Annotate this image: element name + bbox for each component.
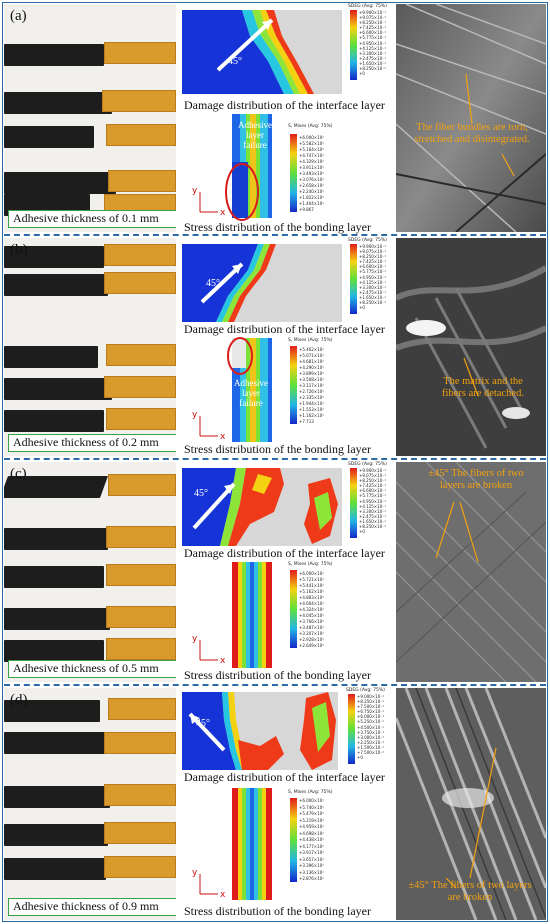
stress-caption: Stress distribution of the bonding layer (184, 904, 371, 918)
damage-caption: Damage distribution of the interface lay… (184, 322, 385, 336)
sem-annotation: The matrix and the fibers are detached. (442, 376, 524, 399)
stress-legend-title: S, Mises (Avg: 75%) (288, 338, 333, 343)
specimen-photo: (d) Adhesive thickness of 0.9 mm (4, 688, 176, 920)
sem-annotation: ±45° The fibers of two layers are broken (428, 468, 524, 491)
damage-caption: Damage distribution of the interface lay… (184, 546, 385, 560)
panel-c: (c) Adhesive thickness of 0.5 mm 45° SDE… (4, 462, 546, 682)
thickness-label: Adhesive thickness of 0.9 mm (8, 898, 176, 916)
stress-legend-ticks: +6.000×10¹ +5.582×10¹ +5.164×10¹ +4.747×10¹… (299, 135, 324, 212)
y-axis-label: y (192, 186, 198, 196)
stress-legend-title: S, Mises (Avg: 75%) (288, 562, 333, 567)
angle-label: 45° (196, 718, 210, 729)
fem-results: 45° SDEG (Avg: 75%) +9.900×10⁻¹ +9.075×10… (180, 4, 394, 234)
stress-legend-title: S, Mises (Avg: 75%) (288, 790, 333, 795)
stress-caption: Stress distribution of the bonding layer (184, 220, 371, 234)
stress-legend-title: S, Mises (Avg: 75%) (288, 124, 333, 129)
panel-label: (c) (10, 466, 27, 482)
thickness-label: Adhesive thickness of 0.5 mm (8, 660, 176, 678)
x-axis-label: x (220, 432, 226, 442)
sem-annotation: The fiber bundles are torn, stretched an… (414, 122, 530, 145)
stress-legend-ticks: +6.000×10¹ +5.721×10¹ +5.441×10¹ +5.162×10¹… (299, 571, 324, 648)
damage-legend-ticks: +9.900×10⁻¹ +9.075×10⁻¹ +8.250×10⁻¹ +7.425×… (359, 468, 386, 535)
specimen-photo: (a) Adhesive thickness of 0.1 mm (4, 4, 176, 232)
stress-caption: Stress distribution of the bonding layer (184, 668, 371, 682)
panel-divider (4, 684, 546, 686)
stress-contour (199, 788, 297, 900)
thickness-label: Adhesive thickness of 0.2 mm (8, 434, 176, 452)
sem-image: ±45° The fibers of two layers are broken (396, 462, 546, 682)
damage-legend-ticks: +9.900×10⁻¹ +9.075×10⁻¹ +8.250×10⁻¹ +7.425×… (359, 10, 386, 77)
sem-image: ±45° The fibers of two layers are broken (396, 688, 546, 920)
fem-results: 45° SDEG (Avg: 75%) +9.900×10⁻¹ +9.075×10… (180, 238, 394, 456)
damage-contour (182, 692, 355, 770)
y-axis-label: y (192, 634, 198, 644)
angle-label: 45° (206, 278, 220, 289)
damage-contour (182, 468, 357, 546)
thickness-label: Adhesive thickness of 0.1 mm (8, 210, 176, 228)
damage-contour (182, 244, 357, 322)
damage-legend-ticks: +9.900×10⁻¹ +9.075×10⁻¹ +8.250×10⁻¹ +7.425×… (359, 244, 386, 311)
x-axis-label: x (220, 890, 226, 900)
damage-legend-title: SDEG (Avg: 75%) (348, 238, 387, 243)
fem-results: 45° SDEG (Avg: 75%) +9.000×10⁻¹ +8.250×10… (180, 688, 394, 920)
panel-d: (d) Adhesive thickness of 0.9 mm 45° SDE… (4, 688, 546, 920)
sem-image: The fiber bundles are torn, stretched an… (396, 4, 546, 232)
panel-divider (4, 234, 546, 236)
stress-contour (199, 114, 297, 221)
stress-contour (199, 562, 297, 668)
damage-contour (182, 10, 357, 94)
x-axis-label: x (220, 656, 226, 666)
y-axis-label: y (192, 868, 198, 878)
damage-caption: Damage distribution of the interface lay… (184, 770, 385, 784)
failure-label: Adhesive layer failure (238, 120, 272, 150)
x-axis-label: x (220, 208, 226, 218)
panel-label: (d) (10, 692, 28, 708)
sem-image: The matrix and the fibers are detached. (396, 238, 546, 456)
stress-legend-ticks: +5.462×10¹ +5.071×10¹ +4.681×10¹ +4.290×10¹… (299, 347, 324, 424)
stress-caption: Stress distribution of the bonding layer (184, 442, 371, 456)
sem-annotation: ±45° The fibers of two layers are broken (408, 880, 532, 903)
specimen-photo: (c) Adhesive thickness of 0.5 mm (4, 462, 176, 682)
panel-label: (a) (10, 8, 27, 24)
damage-legend-title: SDEG (Avg: 75%) (348, 462, 387, 467)
angle-label: 45° (228, 56, 242, 67)
stress-contour (199, 337, 297, 442)
panel-a: (a) Adhesive thickness of 0.1 mm (4, 4, 546, 234)
angle-label: 45° (194, 488, 208, 499)
panel-b: (b) Adhesive thickness of 0.2 mm 45° SDE… (4, 238, 546, 456)
failure-label: Adhesive layer failure (234, 378, 268, 408)
panel-label: (b) (10, 242, 28, 258)
specimen-photo: (b) Adhesive thickness of 0.2 mm (4, 238, 176, 456)
damage-caption: Damage distribution of the interface lay… (184, 98, 385, 112)
damage-legend-title: SDEG (Avg: 75%) (348, 4, 387, 9)
stress-legend-ticks: +6.000×10¹ +5.740×10¹ +5.479×10¹ +5.219×10¹… (299, 798, 324, 881)
fem-results: 45° SDEG (Avg: 75%) +9.900×10⁻¹ +9.075×10… (180, 462, 394, 682)
panel-divider (4, 458, 546, 460)
damage-legend-title: SDEG (Avg: 75%) (346, 688, 385, 693)
damage-legend-ticks: +9.000×10⁻¹ +8.250×10⁻¹ +7.500×10⁻¹ +6.750×… (357, 694, 384, 761)
y-axis-label: y (192, 410, 198, 420)
